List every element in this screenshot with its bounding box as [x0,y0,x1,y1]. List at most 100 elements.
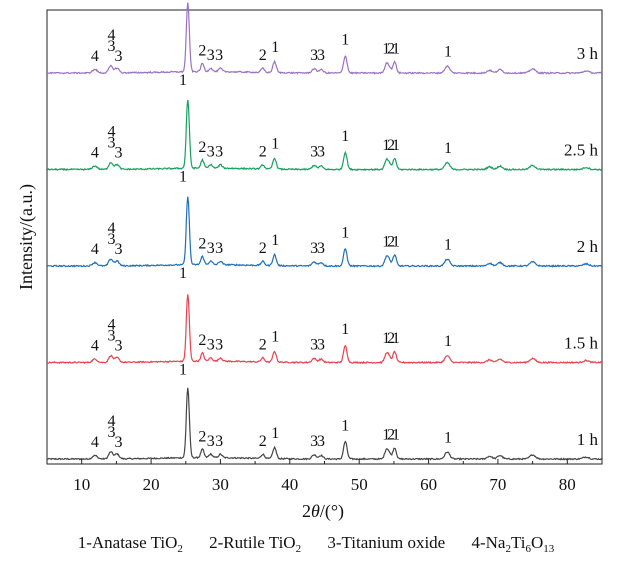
peak-annotation: 3 [310,47,318,64]
legend-text: Ti [510,533,526,552]
peak-annotation: 3 [108,135,116,152]
peak-annotation: 1 [392,137,400,154]
plot-frame [46,9,603,465]
peak-annotation: 1 [179,72,187,89]
peak-annotation: 2 [259,337,267,354]
legend-text: 2-Rutile TiO [209,533,296,552]
series-line [46,294,603,365]
peak-annotation: 3 [310,337,318,354]
peak-annotation: 3 [317,433,325,450]
peak-annotation: 1 [392,426,400,443]
peak-annotation: 1 [341,417,349,434]
peak-annotation: 1 [444,140,452,157]
peak-annotation: 2 [259,47,267,64]
legend: 1-Anatase TiO2 2-Rutile TiO2 3-Titanium … [0,533,632,555]
peak-annotation: 3 [317,337,325,354]
x-axis-label: 2θ/(°) [302,501,344,522]
peak-annotation: 3 [215,240,223,257]
peak-annotation: 3 [108,424,116,441]
peak-annotation: 3 [207,433,215,450]
peak-annotation: 1 [382,137,390,154]
legend-subscript: 2 [295,543,302,555]
legend-text: 4-Na [471,533,506,552]
peak-annotation: 1 [271,39,279,56]
peak-annotation: 4 [91,434,99,451]
legend-item-titanium-oxide: 3-Titanium oxide [327,533,445,552]
peak-annotation: 1 [392,233,400,250]
peak-annotation: 2 [198,43,206,60]
peak-annotation: 3 [317,144,325,161]
peak-annotation: 3 [215,47,223,64]
series-line [46,387,603,461]
peak-annotation: 3 [207,337,215,354]
peak-annotation: 3 [215,144,223,161]
peak-annotation: 2 [387,233,395,250]
peak-annotation: 3 [108,231,116,248]
series-layer: 1 h 1.5 h 2 h 2.5 h 3 h [46,2,603,461]
peak-annotation: 1 [392,330,400,347]
y-axis-label: Intensity/(a.u.) [16,184,37,290]
series-label: 3 h [577,44,599,63]
peak-annotation: 4 [91,241,99,258]
peak-annotation: 1 [341,31,349,48]
peak-annotation: 2 [198,429,206,446]
peak-annotation: 4 [91,338,99,355]
x-axis-label-theta: θ [311,501,320,521]
peak-annotation: 4 [108,220,116,237]
legend-item-rutile: 2-Rutile TiO2 [209,533,302,555]
peak-annotation: 3 [207,240,215,257]
peak-annotation: 1 [444,429,452,446]
x-tick-layer: 10 20 30 40 50 60 70 80 [46,459,603,494]
series-label: 2 h [577,237,599,256]
peak-annotation: 2 [198,236,206,253]
peak-annotation: 1 [444,43,452,60]
peak-annotation: 1 [444,333,452,350]
peak-annotation: 3 [115,241,123,258]
peak-annotation: 2 [198,332,206,349]
legend-item-anatase: 1-Anatase TiO2 [77,533,183,555]
peak-annotation: 4 [108,27,116,44]
legend-subscript: 6 [525,543,531,555]
legend-item-sodium-titanate: 4-Na2Ti6O13 [471,533,554,555]
peak-annotation: 1 [392,40,400,57]
x-tick-label: 40 [281,475,298,494]
peak-annotation: 1 [179,362,187,379]
peak-annotation: 2 [259,144,267,161]
x-tick-label: 30 [212,475,229,494]
peak-annotation: 1 [341,321,349,338]
peak-annotation: 3 [108,328,116,345]
x-axis-label-prefix: 2 [302,501,311,521]
legend-subscript: 2 [505,543,511,555]
peak-annotation: 3 [207,47,215,64]
peak-annotation: 1 [271,135,279,152]
peak-annotation: 2 [387,137,395,154]
peak-annotation: 4 [91,48,99,65]
peak-annotation: 3 [317,240,325,257]
peak-annotation: 3 [108,38,116,55]
peak-annotation: 1 [382,233,390,250]
x-tick-label: 70 [489,475,506,494]
peak-annotation: 2 [387,330,395,347]
x-tick-label: 50 [351,475,368,494]
peak-annotation: 1 [444,236,452,253]
x-tick-label: 80 [559,475,576,494]
peak-annotation: 4 [108,316,116,333]
peak-annotation: 1 [382,426,390,443]
peak-annotation: 1 [382,40,390,57]
x-axis-label-unit: /(°) [320,501,344,522]
peak-annotation: 3 [115,434,123,451]
peak-annotation: 4 [108,123,116,140]
peak-annotation: 1 [341,224,349,241]
x-tick-label: 20 [143,475,160,494]
series-line [47,99,603,172]
peak-annotation: 2 [387,40,395,57]
peak-annotation: 3 [115,48,123,65]
peak-annotation: 3 [207,144,215,161]
peak-annotation: 3 [215,337,223,354]
series-label: 2.5 h [564,141,599,160]
series-label: 1.5 h [564,334,599,353]
peak-annotation: 2 [198,139,206,156]
peak-annotation: 3 [317,47,325,64]
legend-text: 1-Anatase TiO [77,533,178,552]
